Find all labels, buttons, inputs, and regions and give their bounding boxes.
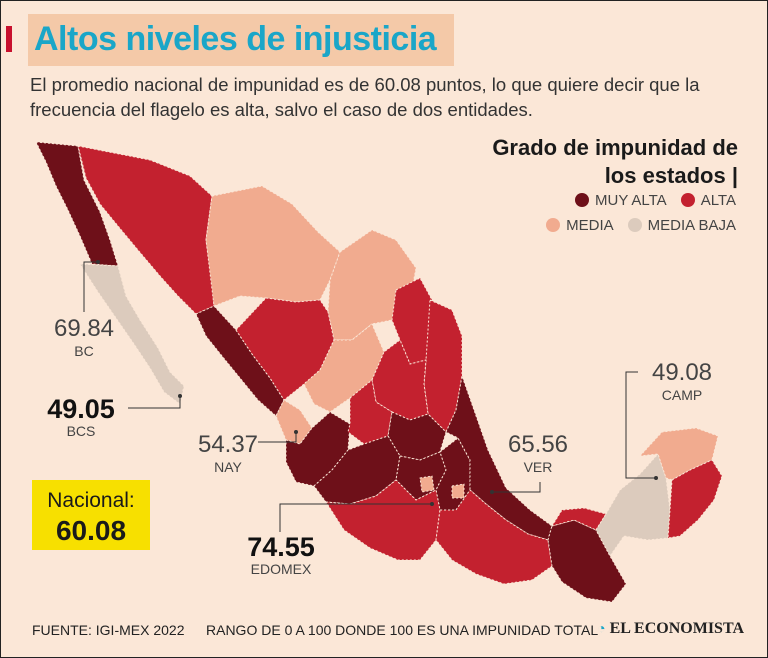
callout-bcs: 49.05 BCS (34, 396, 128, 440)
callout-value: 49.05 (47, 394, 115, 424)
callout-camp: 49.08 CAMP (642, 360, 722, 404)
legend-label: ALTA (700, 192, 736, 209)
state-qroo (667, 459, 723, 539)
leader-bc (83, 261, 98, 312)
legend-dot-icon (627, 218, 642, 232)
callout-nay: 54.37 NAY (190, 432, 266, 476)
leader-ver (492, 482, 541, 493)
state-tamaulipas (423, 299, 463, 433)
leader-bcs (128, 396, 181, 409)
state-sinaloa (195, 305, 285, 417)
state-bcs (79, 263, 185, 405)
callout-state: BCS (66, 423, 96, 439)
legend-item-media: MEDIA (546, 217, 614, 234)
national-average-box: Nacional: 60.08 (32, 480, 150, 550)
state-tlaxcala (451, 483, 465, 499)
marker-bc (96, 260, 100, 264)
state-cdmx (419, 475, 435, 493)
state-bc (35, 141, 119, 267)
callout-state: EDOMEX (250, 561, 312, 577)
legend-label: MEDIA (566, 217, 614, 234)
title-accent-bar (6, 26, 12, 52)
callout-value: 74.55 (247, 532, 315, 562)
source-note: FUENTE: IGI-MEX 2022 (32, 622, 185, 638)
marker-camp (654, 476, 658, 480)
brand-icon: ◔ (597, 622, 606, 637)
page-title: Altos niveles de injusticia (28, 14, 454, 66)
callout-state: CAMP (661, 387, 703, 403)
callout-value: 54.37 (197, 431, 259, 458)
brand-logo: ◔ EL ECONOMISTA (597, 620, 744, 638)
callout-state: NAY (214, 459, 242, 475)
leader-camp (625, 371, 656, 479)
callout-edomex: 74.55 EDOMEX (232, 534, 330, 578)
legend-row-2: MEDIA MEDIA BAJA (546, 217, 736, 234)
legend-item-alta: ALTA (680, 192, 736, 209)
state-slp (371, 339, 429, 421)
state-oaxaca (435, 489, 553, 585)
legend-label: MEDIA BAJA (647, 217, 736, 234)
national-value: 60.08 (55, 515, 127, 546)
state-chiapas (547, 519, 627, 603)
callout-value: 69.84 (53, 315, 115, 342)
callout-bc: 69.84 BC (46, 316, 122, 360)
legend-title-text: Grado de impunidad de los estados | (492, 135, 738, 188)
state-guerrero (325, 479, 441, 561)
callout-ver: 65.56 VER (498, 432, 578, 476)
legend-label: MUY ALTA (595, 192, 667, 209)
legend-dot-icon (575, 193, 589, 207)
marker-nay (294, 430, 298, 434)
callout-value: 65.56 (507, 431, 569, 458)
callout-state: BC (74, 343, 94, 359)
state-veracruz (445, 375, 553, 541)
marker-edomex (430, 502, 434, 506)
state-tabasco (551, 507, 607, 531)
national-label: Nacional: (47, 489, 135, 512)
subtitle: El promedio nacional de impunidad es de … (30, 74, 700, 120)
legend-item-muy-alta: MUY ALTA (575, 192, 667, 209)
marker-ver (490, 490, 494, 494)
legend-item-media-baja: MEDIA BAJA (627, 217, 736, 234)
state-yucatan (639, 427, 719, 481)
legend-title: Grado de impunidad de los estados | (468, 134, 738, 190)
legend-dot-icon (546, 218, 561, 232)
leader-edomex (279, 503, 432, 532)
callout-value: 49.08 (651, 359, 713, 386)
leader-nay (258, 432, 297, 443)
callout-state: VER (523, 459, 553, 475)
legend-dot-icon (680, 193, 695, 207)
range-note: RANGO DE 0 A 100 DONDE 100 ES UNA IMPUNI… (206, 622, 599, 638)
brand-name: EL ECONOMISTA (609, 620, 744, 637)
state-chihuahua (205, 185, 341, 307)
legend-row-1: MUY ALTA ALTA (575, 192, 736, 209)
state-campeche (595, 453, 671, 557)
marker-bcs (178, 394, 182, 398)
